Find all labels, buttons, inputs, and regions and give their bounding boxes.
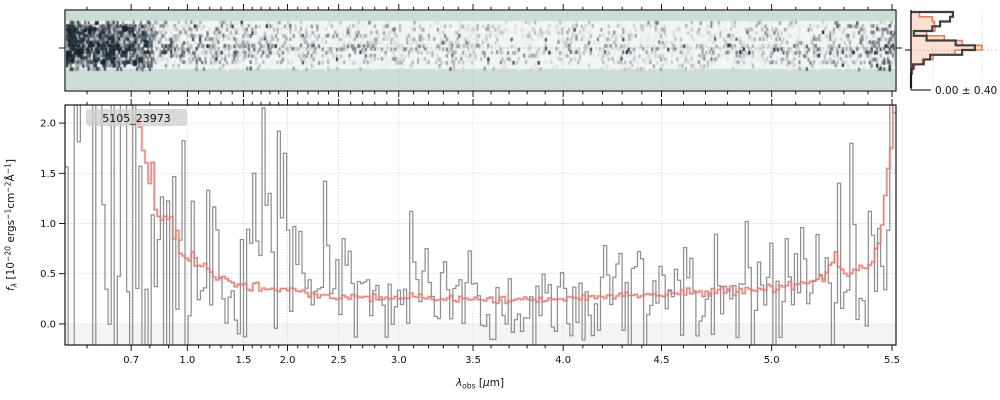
histogram-data-series [909,10,976,88]
y-axis: 0.0 0.5 1.0 1.5 2.0 [40,119,56,331]
x-tick-label: 3.5 [465,355,481,366]
x-tick-label: 4.0 [555,355,571,366]
flux-step-line [65,105,896,345]
histogram-panel [905,10,998,91]
x-tick-label: 5.5 [884,355,900,366]
x-axis: 0.7 1.0 1.5 2.0 2.5 3.0 3.5 4.0 4.5 5.0 5.5 [123,355,900,366]
y-tick-label: 2.0 [40,119,56,130]
x-tick-label: 3.0 [391,355,407,366]
gridlines [65,10,896,345]
axis-ticks [59,4,902,351]
y-tick-label: 1.5 [40,169,56,180]
y-tick-label: 0.5 [40,269,56,280]
error-step-line [132,105,894,304]
y-tick-label: 0.0 [40,319,56,330]
residual-stat-label: 0.00 ± 0.40 [935,85,997,97]
yaxis-title: fλ [10−20 ergs−1cm−2Å−1] [3,159,18,291]
x-tick-label: 1.0 [179,355,195,366]
x-tick-label: 4.5 [654,355,670,366]
x-tick-label: 1.5 [235,355,251,366]
y-tick-label: 1.0 [40,219,56,230]
x-tick-label: 2.5 [331,355,347,366]
x-tick-label: 2.0 [280,355,296,366]
spectrum-1d-series [65,105,896,345]
xaxis-title: λobs [μm] [455,377,504,390]
object-id-label: 5105_23973 [102,112,171,125]
spectrum-2d-frame [64,9,897,92]
x-tick-label: 0.7 [123,355,139,366]
spectrum-2d-noise-canvas [66,11,895,90]
main-panel-frame [64,104,897,346]
x-tick-label: 5.0 [764,355,780,366]
object-id-badge: 5105_23973 [86,109,187,126]
below-zero-shade [65,323,896,345]
object-id-badge-bg [86,109,187,126]
